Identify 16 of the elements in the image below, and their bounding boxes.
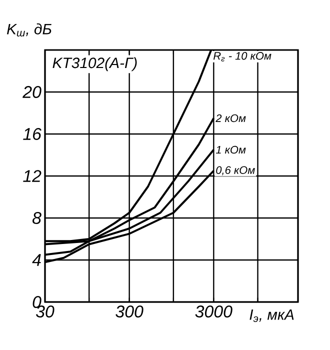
y-tick-label: 16	[23, 128, 42, 140]
legend-label: R$_{г}$ - 10 кОм	[213, 52, 272, 62]
y-tick-label: 20	[22, 86, 42, 98]
x-tick-label: 300	[116, 306, 144, 318]
x-tick-label: 30	[36, 306, 54, 318]
y-tick-label: 0	[32, 296, 42, 308]
y-tick-label: 8	[32, 212, 42, 224]
y-tick-label: 4	[32, 254, 41, 266]
annotation: KT3102(A-Г)	[52, 57, 137, 72]
y-tick-label: 12	[23, 170, 42, 182]
y-axis-title: K$_{ш}$, дБ	[6, 23, 52, 36]
series-label: 0,6 кОм	[216, 166, 255, 176]
series-label: 2 кОм	[216, 114, 246, 122]
x-tick-label: 3000	[195, 306, 232, 318]
x-axis-title: I$_{э}$, мкА	[250, 310, 294, 322]
series-label: 1 кОм	[216, 146, 246, 154]
